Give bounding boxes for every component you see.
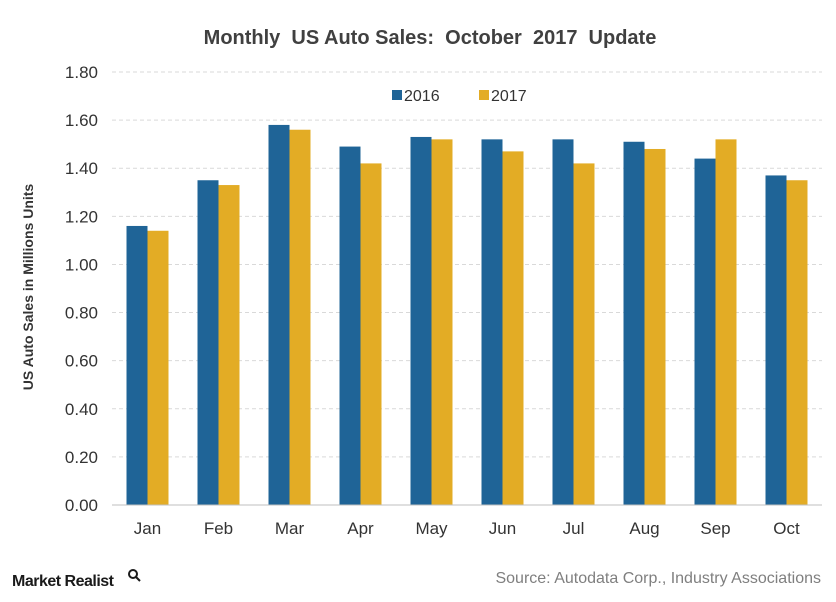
bar-2016-sep [694, 158, 716, 505]
x-tick-label: Sep [700, 519, 730, 538]
y-axis-label: US Auto Sales in Millions Units [20, 184, 36, 391]
bar-2016-mar [268, 124, 290, 505]
y-tick-label: 0.00 [65, 496, 98, 515]
bar-2016-feb [197, 180, 219, 505]
x-tick-label: Jun [489, 519, 516, 538]
y-tick-label: 1.40 [65, 159, 98, 178]
bar-2017-apr [360, 163, 382, 505]
brand-name: Market Realist [12, 573, 115, 590]
legend-swatch-2017 [479, 90, 489, 100]
bar-2017-oct [786, 180, 808, 505]
bar-2016-jun [481, 139, 503, 505]
bar-2017-feb [218, 185, 240, 506]
bar-2017-mar [289, 129, 311, 505]
legend-swatch-2016 [392, 90, 402, 100]
y-tick-label: 1.20 [65, 207, 98, 226]
x-tick-label: Jul [563, 519, 585, 538]
bar-2017-may [431, 139, 453, 505]
bar-2016-apr [339, 146, 361, 506]
y-tick-label: 1.00 [65, 255, 98, 274]
y-tick-label: 0.20 [65, 448, 98, 467]
bar-2017-jan [147, 230, 169, 505]
bar-2016-may [410, 136, 432, 505]
x-axis-ticks: Jan Feb Mar Apr May Jun Jul Aug Sep Oct [134, 519, 800, 538]
bar-2017-sep [715, 139, 737, 505]
legend: 2016 2017 [392, 88, 527, 105]
x-tick-label: Mar [275, 519, 305, 538]
x-tick-label: May [415, 519, 448, 538]
bar-2017-aug [644, 148, 666, 505]
bar-2016-oct [765, 175, 787, 505]
bar-2017-jun [502, 151, 524, 505]
source-note: Source: Autodata Corp., Industry Associa… [495, 570, 821, 587]
y-tick-label: 0.80 [65, 304, 98, 323]
x-tick-label: Feb [204, 519, 233, 538]
y-tick-label: 1.80 [65, 63, 98, 82]
x-tick-label: Aug [629, 519, 659, 538]
chart-title: Monthly US Auto Sales: October 2017 Upda… [204, 27, 657, 49]
bar-2016-jan [126, 225, 148, 505]
x-tick-label: Apr [347, 519, 374, 538]
magnifier-icon [128, 569, 141, 582]
y-axis-ticks: 0.00 0.20 0.40 0.60 0.80 1.00 1.20 1.40 1.60 1.80 [65, 63, 98, 515]
x-tick-label: Oct [773, 519, 800, 538]
y-tick-label: 0.40 [65, 400, 98, 419]
brand-logo: Market Realist [12, 569, 141, 590]
bar-2017-jul [573, 163, 595, 505]
legend-label-2017: 2017 [491, 88, 527, 105]
y-tick-label: 0.60 [65, 352, 98, 371]
bar-2016-jul [552, 139, 574, 505]
legend-label-2016: 2016 [404, 88, 440, 105]
x-tick-label: Jan [134, 519, 161, 538]
bar-2016-aug [623, 141, 645, 505]
y-tick-label: 1.60 [65, 111, 98, 130]
bars [126, 124, 808, 506]
